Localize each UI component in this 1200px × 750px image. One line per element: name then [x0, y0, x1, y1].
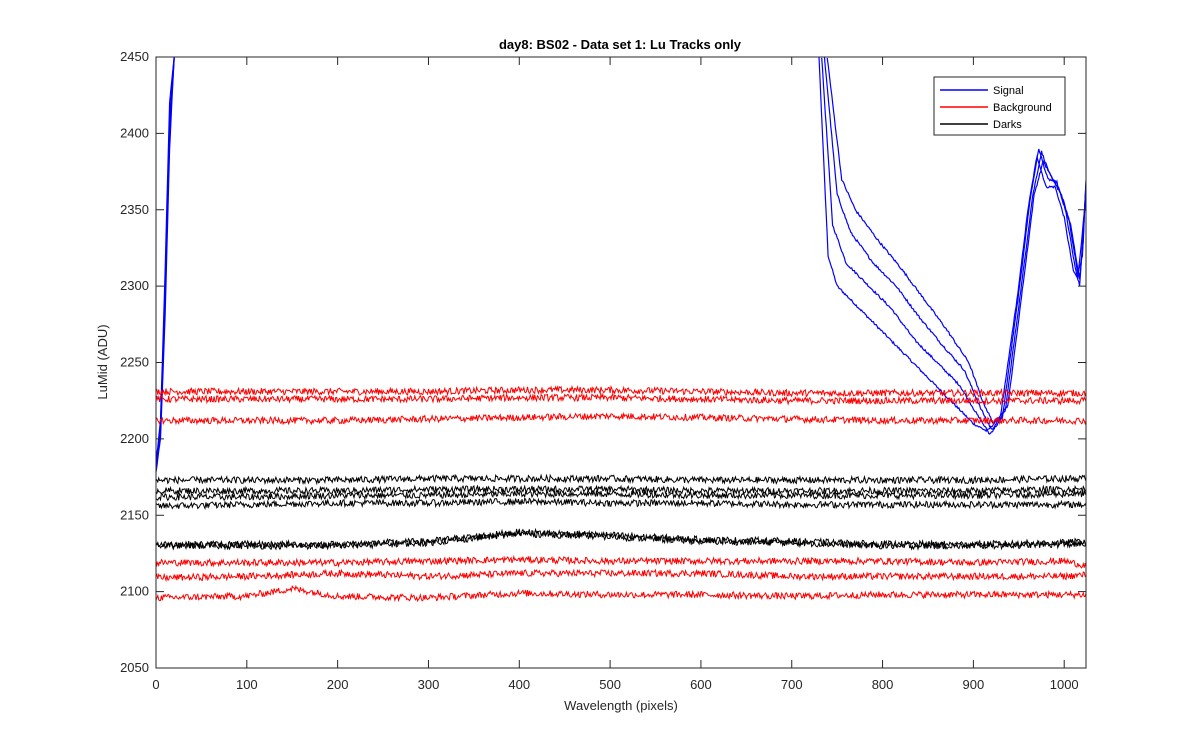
y-tick-label: 2050: [120, 660, 149, 675]
y-tick-label: 2200: [120, 431, 149, 446]
background-series-line: [156, 392, 1086, 406]
legend-label-signal: Signal: [993, 85, 1024, 97]
y-tick-label: 2350: [120, 202, 149, 217]
x-tick-label: 600: [690, 677, 712, 692]
y-tick-label: 2300: [120, 278, 149, 293]
y-tick-label: 2450: [120, 49, 149, 64]
legend: Signal Background Darks: [933, 76, 1066, 136]
x-tick-label: 800: [872, 677, 894, 692]
x-tick-label: 700: [781, 677, 803, 692]
plot-area: [156, 57, 1086, 603]
x-axis: 0 100 200 300 400 500 600 700 800 900 1000: [152, 57, 1079, 692]
chart-title: day8: BS02 - Data set 1: Lu Tracks only: [499, 37, 742, 52]
y-tick-label: 2400: [120, 125, 149, 140]
darks-series-line: [156, 488, 1086, 502]
y-tick-label: 2250: [120, 355, 149, 370]
background-series-line: [156, 568, 1086, 583]
y-tick-label: 2150: [120, 507, 149, 522]
darks-series-line: [156, 529, 1086, 551]
background-series-line: [156, 554, 1086, 569]
y-axis-label: LuMid (ADU): [95, 324, 110, 399]
signal-series-line: [823, 57, 1086, 430]
signal-series-line: [818, 57, 1086, 433]
x-tick-label: 500: [599, 677, 621, 692]
x-tick-label: 100: [236, 677, 258, 692]
x-tick-label: 900: [963, 677, 985, 692]
x-tick-label: 1000: [1050, 677, 1079, 692]
y-tick-label: 2100: [120, 584, 149, 599]
darks-series-line: [156, 497, 1086, 511]
background-series-line: [156, 385, 1086, 398]
background-series-line: [156, 411, 1086, 426]
x-tick-label: 400: [508, 677, 530, 692]
legend-box: [933, 76, 1066, 136]
x-tick-label: 300: [418, 677, 440, 692]
x-tick-label: 200: [327, 677, 349, 692]
x-tick-label: 0: [152, 677, 159, 692]
signal-series-line: [156, 57, 175, 463]
darks-series-line: [156, 473, 1086, 486]
x-axis-label: Wavelength (pixels): [564, 698, 678, 713]
legend-label-background: Background: [993, 102, 1052, 114]
background-series-line: [156, 584, 1086, 603]
darks-series-line: [156, 484, 1086, 496]
legend-label-darks: Darks: [993, 119, 1022, 131]
y-axis: 2050 2100 2150 2200 2250 2300 2350 2400 2450: [120, 49, 1086, 675]
series-layer: [156, 57, 1086, 603]
signal-series-line: [821, 57, 1086, 435]
signal-series-line: [826, 57, 1086, 425]
